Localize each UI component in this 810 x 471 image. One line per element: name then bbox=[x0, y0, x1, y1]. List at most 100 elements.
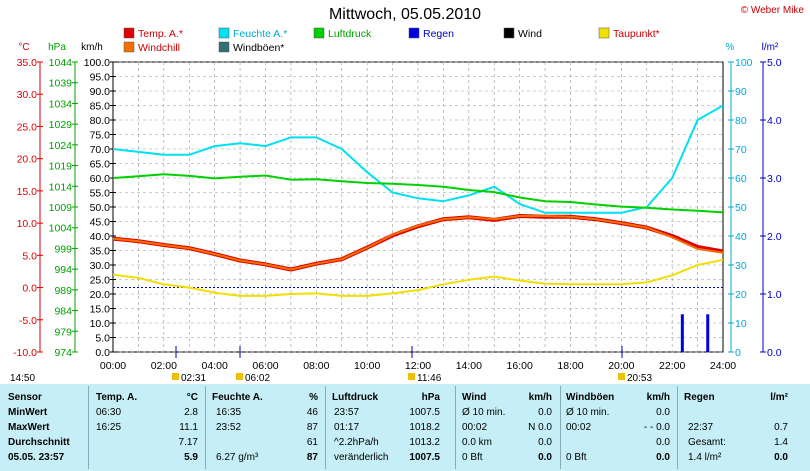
stats-temp-time: 16:25 bbox=[96, 422, 122, 433]
stats-rain-time: 1.4 l/m² bbox=[688, 452, 722, 463]
stats-pressure-value: 1007.5 bbox=[409, 452, 440, 463]
stats-temp-time: 06:30 bbox=[96, 407, 122, 418]
event-marker-time: 11:46 bbox=[417, 373, 442, 384]
marker-time-label: 14:50 bbox=[10, 373, 35, 384]
tick-label-humidity_pct: 40 bbox=[735, 231, 747, 243]
x-tick-label: 02:00 bbox=[151, 360, 177, 372]
rain-bar bbox=[680, 314, 684, 352]
stats-humidity-time: 6.27 g/m³ bbox=[216, 452, 259, 463]
legend-label: Temp. A.* bbox=[138, 28, 183, 40]
tick-label-wind_kmh: 65.0 bbox=[90, 159, 111, 171]
stats-pressure-value: 1013.2 bbox=[409, 437, 440, 448]
tick-label-wind_kmh: 75.0 bbox=[90, 130, 111, 142]
stats-wind-time: 0.0 km bbox=[462, 437, 493, 448]
x-tick-label: 24:00 bbox=[710, 360, 736, 372]
stats-gust-time: Ø 10 min. bbox=[566, 407, 610, 418]
stats-wind-value: 0.0 bbox=[538, 452, 552, 463]
stats-row-label: Durchschnitt bbox=[8, 437, 70, 448]
stats-humidity-value: 46 bbox=[306, 407, 318, 418]
stats-gust-value: 0.0 bbox=[656, 437, 670, 448]
stats-wind-time: Ø 10 min. bbox=[462, 407, 506, 418]
tick-label-wind_kmh: 95.0 bbox=[90, 72, 111, 84]
legend-label: Windböen* bbox=[233, 42, 284, 54]
tick-label-temp_c: 10.0 bbox=[17, 218, 38, 230]
legend-swatch bbox=[313, 27, 325, 39]
tick-label-humidity_pct: 50 bbox=[735, 202, 747, 214]
tick-label-pressure_hpa: 1034 bbox=[49, 98, 73, 110]
x-tick-label: 06:00 bbox=[252, 360, 278, 372]
stats-gust-value: 0.0 bbox=[656, 407, 670, 418]
stats-column-divider bbox=[455, 386, 456, 469]
stats-column-divider bbox=[205, 386, 206, 469]
stats-row-label: MaxWert bbox=[8, 422, 50, 433]
stats-header-gust-unit: km/h bbox=[646, 392, 670, 403]
stats-temp-value: 11.1 bbox=[179, 422, 198, 433]
stats-wind-value: N 0.0 bbox=[528, 422, 552, 433]
stats-pressure-time: 23:57 bbox=[334, 407, 360, 418]
legend-swatch bbox=[598, 27, 610, 39]
tick-label-wind_kmh: 70.0 bbox=[90, 144, 111, 156]
tick-label-temp_c: 15.0 bbox=[17, 186, 38, 198]
tick-label-wind_kmh: 80.0 bbox=[90, 115, 111, 127]
tick-label-pressure_hpa: 999 bbox=[54, 243, 72, 255]
legend-swatch bbox=[218, 41, 230, 53]
stats-pressure-time: veränderlich bbox=[334, 452, 389, 463]
stats-humidity-time: 23:52 bbox=[216, 422, 242, 433]
tick-label-pressure_hpa: 1044 bbox=[49, 57, 73, 69]
tick-label-wind_kmh: 90.0 bbox=[90, 86, 111, 98]
x-tick-label: 00:00 bbox=[100, 360, 126, 372]
stats-humidity-value: 87 bbox=[306, 422, 318, 433]
series-line-feuchtea bbox=[112, 104, 724, 214]
tick-label-temp_c: 20.0 bbox=[17, 154, 38, 166]
stats-temp-value: 5.9 bbox=[184, 452, 198, 463]
stats-panel: Sensor Temp. A. °C Feuchte A.% Luftdruck hPa W… bbox=[0, 384, 810, 471]
stats-row-label: 05.05. 23:57 bbox=[8, 452, 65, 463]
x-tick-label: 12:00 bbox=[405, 360, 431, 372]
event-marker-icon bbox=[236, 373, 243, 380]
tick-label-pressure_hpa: 1019 bbox=[49, 161, 73, 173]
x-tick-label: 22:00 bbox=[659, 360, 685, 372]
tick-label-pressure_hpa: 974 bbox=[54, 347, 72, 359]
tick-label-temp_c: 35.0 bbox=[17, 57, 38, 69]
tick-label-rain_lm2: 3.0 bbox=[767, 173, 782, 185]
tick-label-temp_c: -5.0 bbox=[19, 315, 37, 327]
axis-unit-humidity_pct: % bbox=[726, 42, 735, 53]
stats-header-humidity: Feuchte A. bbox=[212, 392, 263, 403]
tick-label-wind_kmh: 85.0 bbox=[90, 101, 111, 113]
tick-label-rain_lm2: 0.0 bbox=[767, 347, 782, 359]
event-marker-icon bbox=[172, 373, 179, 380]
stats-header-gust: Windböen bbox=[566, 392, 615, 403]
x-tick-label: 16:00 bbox=[507, 360, 533, 372]
stats-rain-time: Gesamt: bbox=[688, 437, 726, 448]
stats-wind-value: 0.0 bbox=[538, 407, 552, 418]
tick-label-wind_kmh: 55.0 bbox=[90, 188, 111, 200]
tick-label-wind_kmh: 10.0 bbox=[90, 318, 111, 330]
chart-canvas: °C 35.0 30.0 25.0 20.0 15.0 10.0 5.0 0.0 -5.0 -10.… bbox=[10, 27, 782, 384]
series-line-windchill bbox=[112, 215, 724, 271]
tick-label-pressure_hpa: 1024 bbox=[49, 140, 73, 152]
tick-label-rain_lm2: 4.0 bbox=[767, 115, 782, 127]
legend-label: Feuchte A.* bbox=[233, 28, 287, 40]
series-line-taupunkt bbox=[112, 258, 724, 297]
tick-label-pressure_hpa: 989 bbox=[54, 285, 72, 297]
legend-swatch bbox=[503, 27, 515, 39]
stats-temp-value: 7.17 bbox=[178, 437, 198, 448]
tick-label-temp_c: 25.0 bbox=[17, 121, 38, 133]
tick-label-rain_lm2: 1.0 bbox=[767, 289, 782, 301]
stats-rain-time: 22:37 bbox=[688, 422, 714, 433]
tick-label-humidity_pct: 60 bbox=[735, 173, 747, 185]
tick-label-wind_kmh: 30.0 bbox=[90, 260, 111, 272]
stats-column-divider bbox=[560, 386, 561, 469]
stats-wind-time: 00:02 bbox=[462, 422, 488, 433]
stats-rain-value: 1.4 bbox=[774, 437, 788, 448]
tick-label-wind_kmh: 40.0 bbox=[90, 231, 111, 243]
stats-gust-value: 0.0 bbox=[656, 452, 670, 463]
chart-title: Mittwoch, 05.05.2010 bbox=[328, 6, 482, 23]
legend-label: Taupunkt* bbox=[613, 28, 660, 40]
x-tick-label: 04:00 bbox=[202, 360, 228, 372]
tick-label-wind_kmh: 15.0 bbox=[90, 304, 111, 316]
series-line-luftdruck bbox=[112, 173, 724, 214]
axis-unit-temp_c: °C bbox=[18, 42, 29, 53]
tick-label-pressure_hpa: 979 bbox=[54, 326, 72, 338]
